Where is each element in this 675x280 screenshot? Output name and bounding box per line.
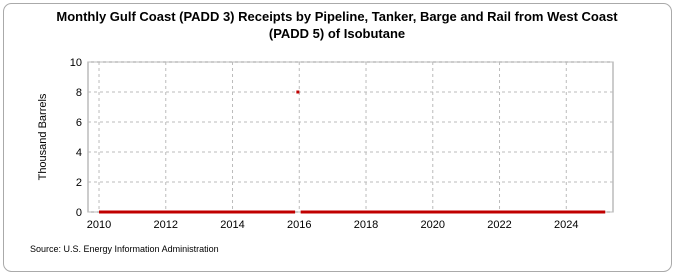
y-tick-label: 4 [76, 147, 82, 159]
y-tick-label: 0 [76, 207, 82, 219]
chart-title: Monthly Gulf Coast (PADD 3) Receipts by … [56, 9, 618, 24]
x-tick-label: 2022 [487, 219, 511, 231]
x-tick-label: 2016 [287, 219, 311, 231]
chart-subtitle: (PADD 5) of Isobutane [269, 26, 405, 41]
y-axis-label: Thousand Barrels [37, 93, 49, 180]
x-tick-label: 2020 [421, 219, 445, 231]
x-tick-label: 2010 [87, 219, 111, 231]
y-tick-label: 10 [70, 57, 82, 69]
x-tick-label: 2014 [220, 219, 244, 231]
source-note: Source: U.S. Energy Information Administ… [30, 244, 219, 254]
data-point [296, 90, 300, 94]
plot-area [87, 61, 614, 213]
y-tick-label: 8 [76, 87, 82, 99]
x-tick-label: 2018 [354, 219, 378, 231]
x-tick-label: 2024 [554, 219, 578, 231]
x-tick-label: 2012 [154, 219, 178, 231]
y-tick-label: 2 [76, 177, 82, 189]
y-tick-label: 6 [76, 117, 82, 129]
